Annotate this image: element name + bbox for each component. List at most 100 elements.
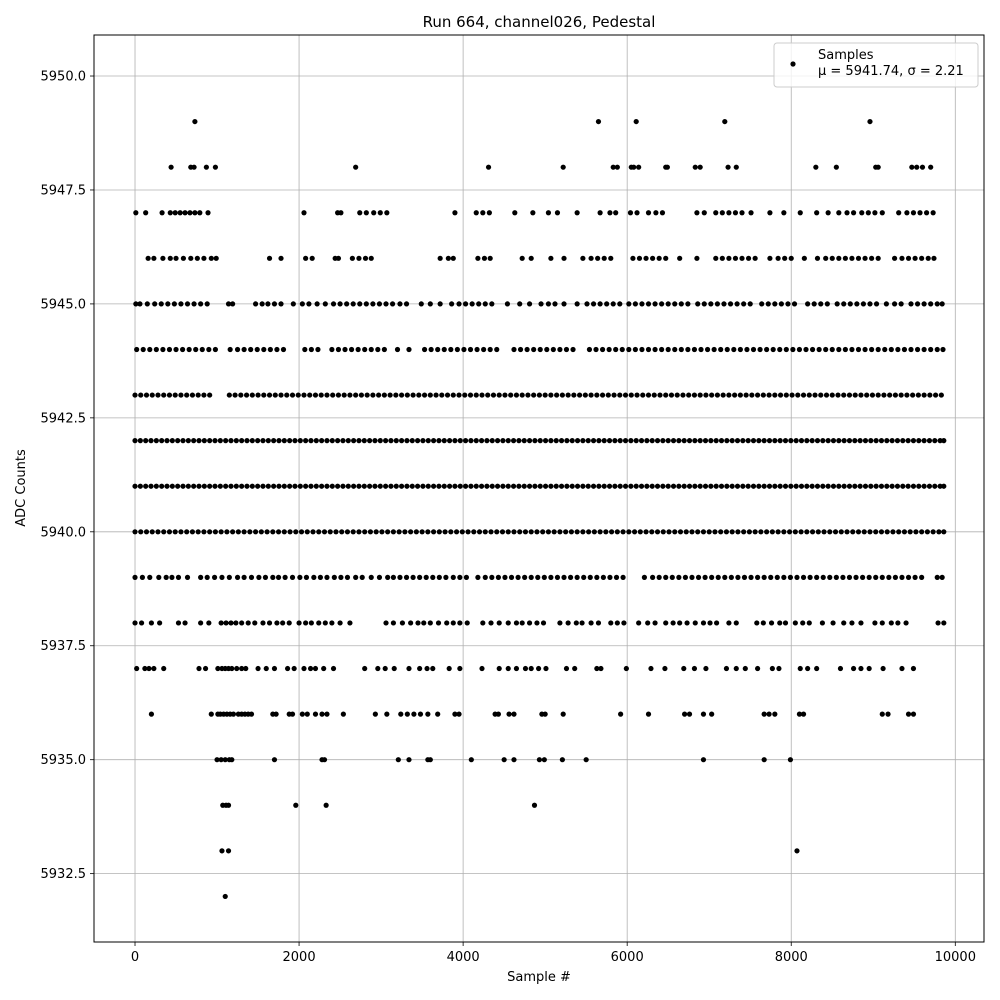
data-point [600, 574, 606, 580]
data-point [765, 301, 771, 307]
data-point [614, 620, 620, 626]
data-point [408, 620, 414, 626]
data-point [628, 483, 634, 489]
data-point [708, 483, 714, 489]
data-point [541, 574, 547, 580]
data-point [622, 392, 629, 398]
data-point [335, 438, 341, 444]
data-point [703, 665, 709, 672]
data-point [385, 529, 391, 535]
data-point [299, 711, 305, 717]
data-point [487, 346, 493, 353]
data-point [517, 529, 523, 535]
data-point [713, 255, 719, 261]
data-point [475, 255, 481, 261]
data-point [548, 483, 554, 489]
data-point [217, 438, 223, 444]
y-axis-label: ADC Counts [14, 449, 29, 527]
data-point [794, 574, 800, 580]
data-point [878, 483, 885, 489]
data-point [526, 438, 533, 444]
data-point [159, 483, 165, 489]
data-point [735, 529, 741, 535]
data-point [393, 483, 399, 489]
data-point [361, 483, 367, 489]
data-point [724, 438, 730, 444]
data-point [552, 301, 558, 307]
data-point [896, 529, 902, 535]
data-point [446, 438, 453, 444]
data-point [398, 711, 404, 717]
data-point [203, 164, 209, 170]
data-point [270, 574, 276, 580]
legend-box [773, 42, 979, 88]
data-point [768, 620, 775, 626]
data-point [782, 438, 789, 444]
data-point [875, 255, 881, 261]
data-point [638, 483, 645, 489]
data-point [195, 529, 201, 535]
data-point [516, 438, 522, 444]
data-point [914, 164, 920, 170]
data-point [488, 620, 494, 626]
data-point [855, 255, 862, 261]
data-point [311, 574, 317, 580]
data-point [681, 665, 687, 672]
data-point [654, 529, 661, 535]
data-point [243, 665, 249, 672]
data-point [559, 392, 565, 398]
data-point [462, 483, 469, 489]
data-point [132, 438, 138, 444]
data-point [713, 438, 719, 444]
data-point [314, 301, 320, 307]
data-point [595, 118, 602, 125]
data-point [858, 392, 864, 398]
data-point [565, 620, 571, 626]
data-point [709, 392, 715, 398]
data-point [852, 483, 858, 489]
data-point [572, 665, 578, 672]
data-point [798, 483, 805, 489]
data-point [538, 301, 544, 307]
data-point [741, 529, 747, 535]
data-point [335, 392, 342, 398]
data-point [606, 346, 612, 353]
data-point [271, 301, 278, 307]
data-point [657, 392, 663, 398]
data-point [524, 346, 530, 353]
data-point [186, 346, 192, 353]
data-point [255, 483, 261, 489]
data-point [626, 301, 632, 307]
data-point [275, 574, 282, 580]
data-point [473, 392, 479, 398]
data-point [494, 346, 500, 353]
data-point [601, 255, 607, 261]
data-point [814, 210, 820, 216]
data-point [233, 438, 239, 444]
data-point [776, 665, 782, 672]
data-point [372, 483, 378, 489]
data-point [182, 620, 188, 626]
data-point [270, 529, 276, 535]
data-point [793, 438, 799, 444]
data-point [585, 438, 591, 444]
data-point [619, 346, 625, 353]
data-point [580, 529, 586, 535]
data-point [303, 483, 309, 489]
data-point [247, 529, 253, 535]
data-point [752, 529, 758, 535]
data-point [169, 574, 175, 580]
data-point [691, 665, 698, 672]
data-point [682, 574, 689, 580]
data-point [610, 164, 616, 170]
data-point [467, 346, 474, 353]
data-point [263, 665, 269, 672]
data-point [235, 529, 241, 535]
data-point [542, 483, 549, 489]
data-point [430, 574, 436, 580]
data-point [837, 665, 844, 672]
data-point [152, 301, 158, 307]
data-point [636, 255, 643, 261]
data-point [733, 665, 739, 672]
data-point [889, 438, 895, 444]
